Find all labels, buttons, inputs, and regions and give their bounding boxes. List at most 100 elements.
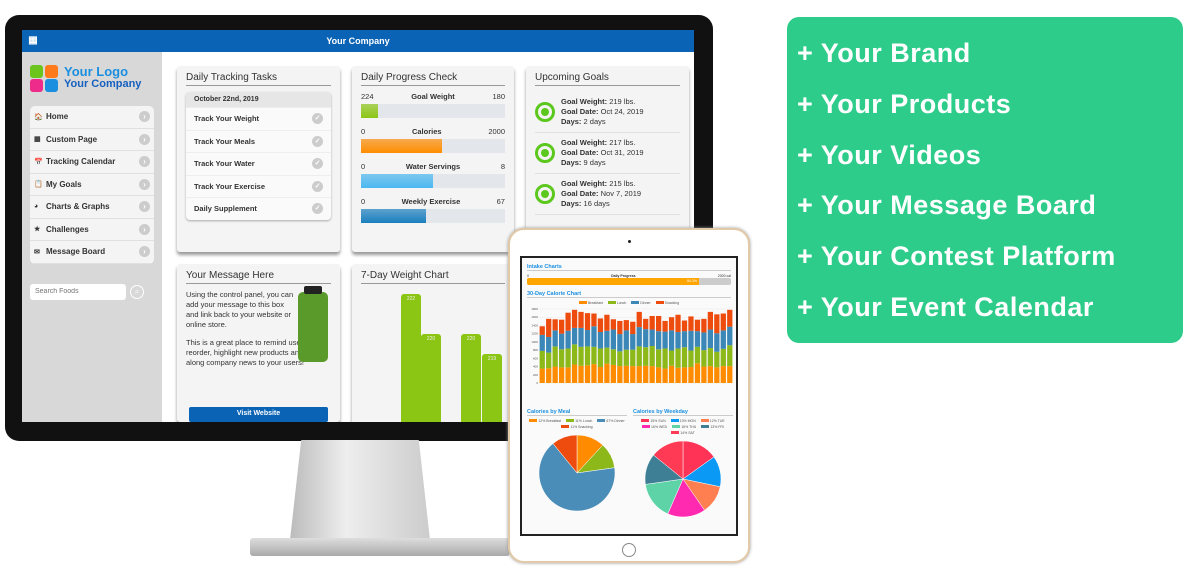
page-icon: ▦ xyxy=(34,136,41,144)
progress-item: 0 Weekly Exercise 67 xyxy=(361,197,505,223)
search-button[interactable]: ⌕ xyxy=(130,284,144,299)
sidebar-item-charts-graphs[interactable]: ◕ Charts & Graphs › xyxy=(30,196,154,219)
calorie-bar-segment xyxy=(617,334,623,352)
calorie-bar-segment xyxy=(649,329,655,346)
sidebar-item-message-board[interactable]: ✉ Message Board › xyxy=(30,241,154,264)
card-title: Daily Tracking Tasks xyxy=(186,72,331,86)
goal-line: Days: 9 days xyxy=(561,158,644,168)
goal-days: 9 days xyxy=(583,158,606,167)
chevron-right-icon: › xyxy=(139,178,150,190)
calorie-bar-segment xyxy=(701,332,707,351)
calorie-bar-segment xyxy=(636,346,642,367)
check-icon[interactable]: ✓ xyxy=(312,158,323,170)
target-icon xyxy=(535,102,555,122)
task-row[interactable]: Track Your Water ✓ xyxy=(186,152,331,175)
sidebar-item-my-goals[interactable]: 📋 My Goals › xyxy=(30,174,154,196)
sidebar-item-label: Message Board xyxy=(46,247,106,257)
calorie-bar-segment xyxy=(649,315,655,330)
calorie-bar-segment xyxy=(701,366,707,383)
calorie-bar-segment xyxy=(720,313,726,331)
logo-line2: Your Company xyxy=(64,78,142,90)
legend-item: 15% SUN xyxy=(641,419,666,423)
calorie-stacked-chart: 0 200 400 600 800 1000 1200 1400 1600 1800 xyxy=(531,307,733,385)
task-row[interactable]: Track Your Meals ✓ xyxy=(186,129,331,153)
check-icon[interactable]: ✓ xyxy=(312,180,323,192)
goal-days_label: Days: xyxy=(561,158,582,167)
task-label: Track Your Weight xyxy=(194,114,260,124)
task-row[interactable]: Track Your Weight ✓ xyxy=(186,107,331,130)
calorie-bar-segment xyxy=(643,347,649,366)
calorie-bar-segment xyxy=(688,350,694,367)
check-icon[interactable]: ✓ xyxy=(312,113,323,125)
task-label: Daily Supplement xyxy=(194,204,257,214)
calorie-bar-segment xyxy=(552,346,558,367)
task-row[interactable]: Daily Supplement ✓ xyxy=(186,197,331,220)
y-tick-label: 1600 xyxy=(531,315,538,319)
promo-panel: + Your Brand + Your Products + Your Videos… xyxy=(787,17,1183,343)
legend-item: Snacking xyxy=(655,301,679,305)
calorie-bar-segment xyxy=(546,336,552,353)
calorie-bar-segment xyxy=(591,346,597,365)
calorie-bar-segment xyxy=(546,352,552,369)
goal-weight_label: Goal Weight: xyxy=(561,97,608,106)
promo-item: + Your Products xyxy=(797,88,1012,119)
calorie-bar-segment xyxy=(591,313,597,327)
daily-tracking-card: Daily Tracking Tasks October 22nd, 2019 … xyxy=(177,66,340,252)
calorie-bar-segment xyxy=(578,311,584,328)
task-row[interactable]: Track Your Exercise ✓ xyxy=(186,174,331,198)
progress-fill xyxy=(361,139,442,153)
check-icon[interactable]: ✓ xyxy=(312,203,323,215)
daily-max: 2000 cal xyxy=(717,274,731,278)
meal-pie-title: Calories by Meal xyxy=(527,409,627,416)
legend-swatch xyxy=(561,425,570,428)
sidebar-item-tracking-calendar[interactable]: 📅 Tracking Calendar › xyxy=(30,151,154,174)
home-button[interactable] xyxy=(622,543,636,557)
legend-label: 13% FRI xyxy=(710,425,724,429)
sidebar-item-label: Challenges xyxy=(46,224,89,234)
calorie-bar-segment xyxy=(565,312,571,331)
search-input[interactable] xyxy=(30,283,126,300)
sidebar-item-custom-page[interactable]: ▦ Custom Page › xyxy=(30,129,154,151)
calorie-bar-segment xyxy=(636,311,642,328)
calorie-bar-segment xyxy=(675,367,681,383)
grid-icon[interactable]: ▦ xyxy=(28,35,38,46)
check-icon[interactable]: ✓ xyxy=(312,135,323,147)
y-tick-label: 600 xyxy=(533,356,538,360)
calorie-bar-segment xyxy=(630,349,636,367)
progress-bar xyxy=(361,104,505,118)
clipboard-icon: 📋 xyxy=(34,181,43,189)
calorie-bar-segment xyxy=(656,349,662,368)
sidebar-item-home[interactable]: 🏠 Home › xyxy=(30,106,154,129)
calorie-bar-segment xyxy=(623,349,629,366)
logo[interactable]: Your Logo Your Company xyxy=(30,60,154,96)
camera xyxy=(628,240,631,243)
calorie-bar-segment xyxy=(662,368,668,383)
legend-swatch xyxy=(701,425,710,428)
legend-swatch xyxy=(641,419,650,422)
visit-website-button[interactable]: Visit Website xyxy=(189,407,328,422)
sidebar-item-challenges[interactable]: ★ Challenges › xyxy=(30,219,154,241)
progress-max: 2000 xyxy=(488,127,505,136)
task-list: October 22nd, 2019 Track Your Weight ✓ Tra… xyxy=(186,92,331,220)
goal-date_label: Goal Date: xyxy=(561,189,599,198)
y-tick-label: 1800 xyxy=(531,307,538,311)
chevron-right-icon: › xyxy=(139,111,150,123)
progress-min: 0 xyxy=(361,127,366,136)
calendar-icon: 📅 xyxy=(34,158,43,166)
pie-slice xyxy=(653,440,684,480)
calorie-bar-segment xyxy=(584,365,591,383)
message-paragraph-2: This is a great place to remind users to… xyxy=(186,338,322,367)
progress-label: Water Servings xyxy=(405,162,461,171)
card-title: Your Message Here xyxy=(186,270,331,284)
calorie-bar-segment xyxy=(584,329,591,347)
daily-progress-card: Daily Progress Check 224 Goal Weight 180 0 C… xyxy=(352,66,514,252)
legend-item: Breakfast xyxy=(578,301,603,305)
legend-label: 11% Snacking xyxy=(570,425,593,429)
promo-item: + Your Videos xyxy=(797,139,982,170)
calorie-bar-segment xyxy=(617,320,623,335)
weekday-pie-chart xyxy=(644,440,722,518)
weight-bar: 219 xyxy=(482,354,502,422)
legend-item: 13% FRI xyxy=(701,425,724,429)
legend-swatch xyxy=(607,301,616,304)
calorie-bar-segment xyxy=(668,330,675,351)
